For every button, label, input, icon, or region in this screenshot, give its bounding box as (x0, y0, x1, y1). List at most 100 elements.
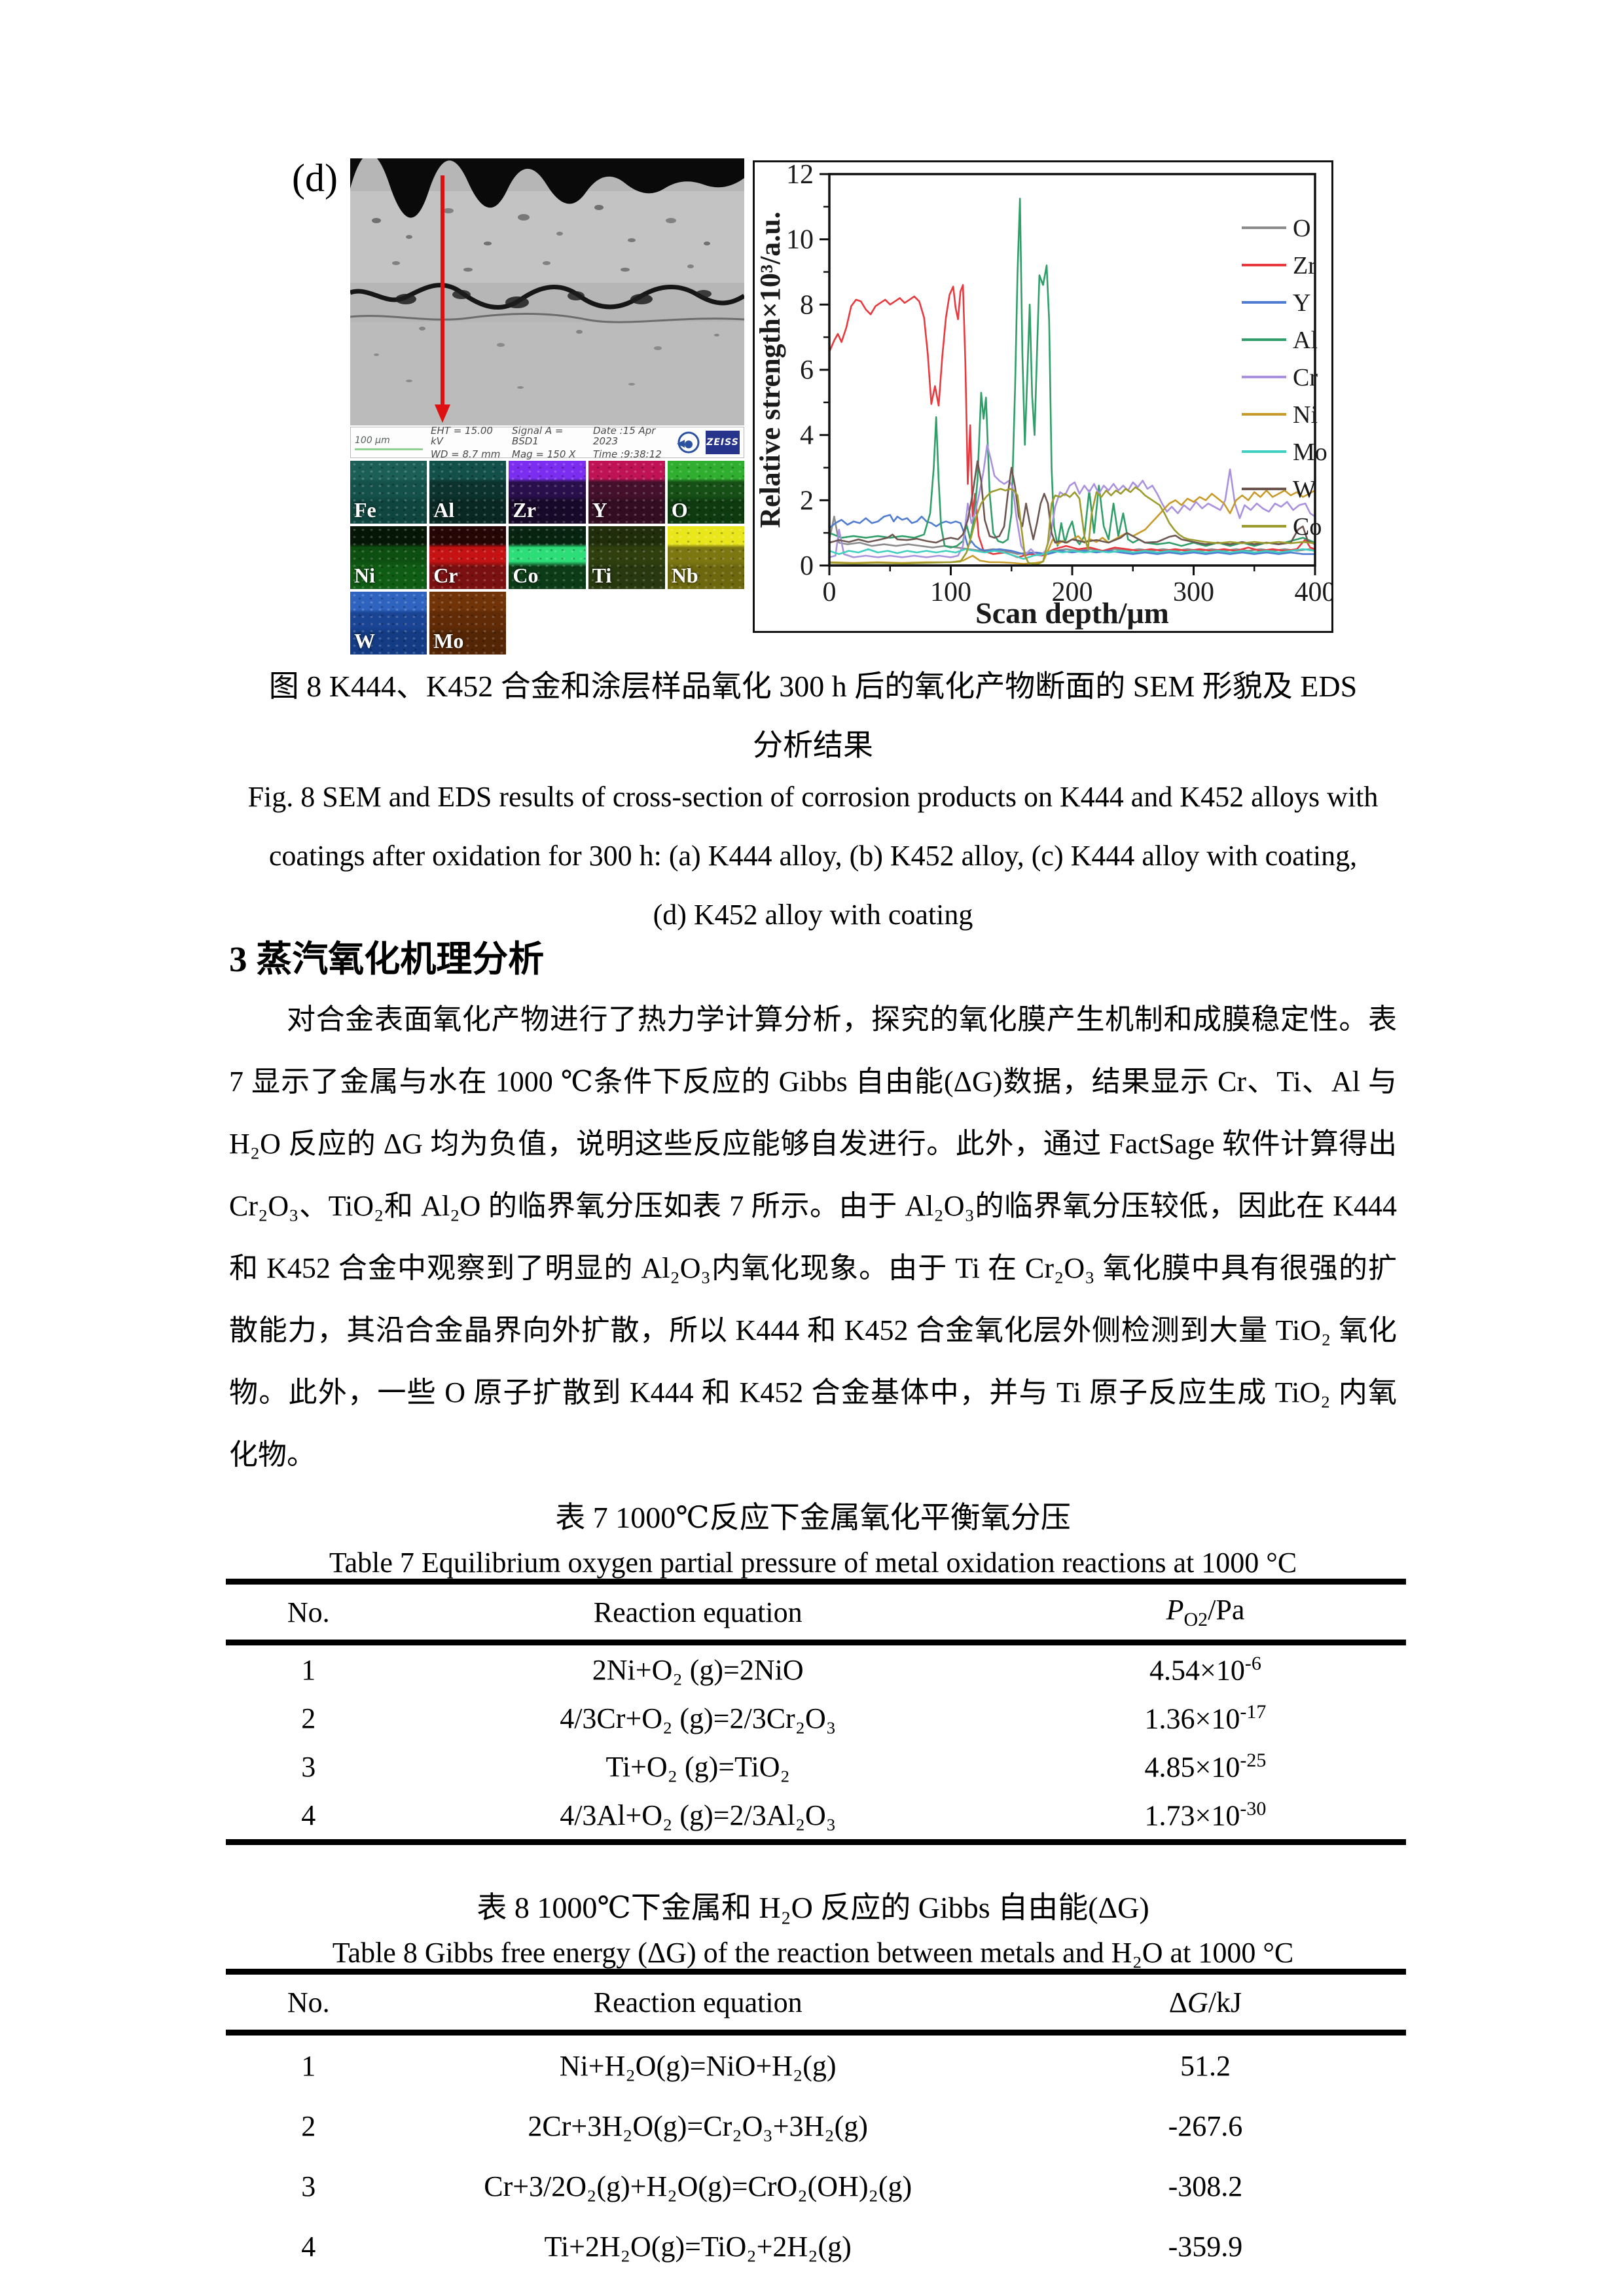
x-tick-label: 400 (1295, 577, 1332, 607)
eds-map-cr: Cr (429, 526, 507, 589)
svg-text:Mo: Mo (1293, 439, 1327, 466)
figure-caption-zh-line1: 图 8 K444、K452 合金和涂层样品氧化 300 h 后的氧化产物断面的 … (268, 670, 1358, 703)
x-tick-label: 100 (930, 577, 971, 607)
eds-line-chart: 0 100 200 300 400 0 2 4 6 8 10 12 O Zr Y Al Cr Ni Mo W Co Sca… (753, 160, 1333, 633)
zeiss-logo: ZEISS (706, 431, 740, 454)
x-tick-label: 0 (823, 577, 837, 607)
eds-map-label: W (354, 629, 375, 653)
y-tick-label: 8 (800, 290, 814, 320)
svg-text:Cr: Cr (1293, 364, 1318, 391)
eds-map-label: Nb (671, 564, 698, 587)
sem-info-col-3: Date :15 Apr 2023 Time :9:38:12 (593, 425, 669, 460)
sem-info-bar: 100 μm EHT = 15.00 kV WD = 8.7 mm Signal… (350, 425, 744, 460)
legend-item-Co: Co (1242, 513, 1322, 541)
x-axis-title: Scan depth/μm (975, 596, 1169, 630)
table-row: 4 4/3Al+O₂ (g)=2/3Al₂O₃ 1.73×10-30 (301, 1797, 1267, 1832)
legend-item-Ni: Ni (1242, 401, 1318, 429)
table8-header-no: No. (287, 1986, 330, 2018)
y-tick-label: 0 (800, 551, 814, 581)
eds-map-label: Fe (354, 498, 376, 522)
legend-item-Y: Y (1242, 289, 1310, 317)
table-row: 5 2Al+3H₂O(g)=Al₂O₃+3H₂(g) -739.0 (226, 2276, 1406, 2296)
section-heading: 3 蒸汽氧化机理分析 (229, 939, 545, 979)
paragraph-line: 和 K452 合金中观察到了明显的 Al₂O₃内氧化现象。由于 Ti 在 Cr₂… (229, 1252, 1397, 1284)
paragraph-line: 物。此外，一些 O 原子扩散到 K444 和 K452 合金基体中，并与 Ti … (229, 1376, 1397, 1408)
series-line-Y (828, 514, 1316, 555)
table-row: 1 Ni+H₂O(g)=NiO+H₂(g) 51.2 (301, 2049, 1231, 2082)
eds-map-o: O (667, 461, 744, 524)
y-tick-label: 6 (800, 355, 814, 386)
svg-text:Co: Co (1293, 513, 1322, 541)
scan-line-arrow (435, 175, 450, 423)
eds-map-label: Cr (433, 564, 458, 587)
figure-caption-zh-line2: 分析结果 (753, 728, 873, 762)
eds-line-chart-svg: 0 100 200 300 400 0 2 4 6 8 10 12 O Zr Y Al Cr Ni Mo W Co Sca… (755, 162, 1332, 630)
eds-map-zr: Zr (509, 461, 586, 524)
x-tick-label: 200 (1052, 577, 1093, 607)
paragraph-line: 对合金表面氧化产物进行了热力学计算分析，探究的氧化膜产生机制和成膜稳定性。表 (287, 1003, 1397, 1035)
svg-text:Ni: Ni (1293, 401, 1318, 429)
table7-header-po2: PO2/Pa (1166, 1594, 1245, 1630)
y-tick-label: 10 (786, 225, 814, 255)
y-tick-label: 4 (800, 421, 814, 451)
table8-header-equation: Reaction equation (593, 1986, 803, 2018)
eds-map-nb: Nb (667, 526, 744, 589)
y-tick-label: 12 (786, 162, 814, 190)
table-row: 3 Cr+3/2O₂(g)+H₂O(g)=CrO₂(OH)₂(g) -308.2 (301, 2170, 1243, 2202)
legend-item-Cr: Cr (1242, 364, 1318, 391)
eds-map-y: Y (588, 461, 665, 524)
table8-caption-en: Table 8 Gibbs free energy (ΔG) of the re… (332, 1937, 1294, 1969)
y-tick-label: 2 (800, 486, 814, 516)
eds-map-label: Ni (354, 564, 375, 587)
sem-wd: WD = 8.7 mm (431, 448, 501, 460)
eds-map-mo: Mo (429, 592, 507, 655)
eds-map-label: Co (513, 564, 539, 587)
svg-text:Y: Y (1293, 289, 1310, 317)
legend-item-Zr: Zr (1242, 252, 1316, 279)
series-line-Al (828, 198, 1316, 548)
figure-caption-en-line1: Fig. 8 SEM and EDS results of cross-sect… (247, 781, 1379, 813)
table-row: 1 2Ni+O₂ (g)=2NiO 4.54×10-6 (301, 1652, 1261, 1687)
eds-map-label: Mo (433, 629, 464, 653)
sem-info-col-1: EHT = 15.00 kV WD = 8.7 mm (431, 425, 507, 460)
table7: No. Reaction equation PO2/Pa 1 2Ni+O₂ (g… (226, 1579, 1406, 1845)
eds-map-label: O (671, 498, 688, 522)
paragraph-line: 化物。 (229, 1439, 316, 1471)
eds-map-ti: Ti (588, 526, 665, 589)
svg-text:Zr: Zr (1293, 252, 1316, 279)
sem-micrograph (350, 158, 744, 425)
table7-header-no: No. (287, 1596, 330, 1628)
figure-caption-en-line3: (d) K452 alloy with coating (653, 899, 973, 931)
sem-info-col-2: Signal A = BSD1 Mag = 150 X (512, 425, 588, 460)
table-row: 2 4/3Cr+O₂ (g)=2/3Cr₂O₃ 1.36×10-17 (301, 1700, 1267, 1735)
legend-item-W: W (1242, 476, 1316, 503)
table-row: 2 2Cr+3H₂O(g)=Cr₂O₃+3H₂(g) -267.6 (301, 2109, 1243, 2142)
y-axis-title: Relative strength×10³/a.u. (755, 211, 786, 528)
table8-caption-zh: 表 8 1000℃下金属和 H₂O 反应的 Gibbs 自由能(ΔG) (477, 1891, 1149, 1924)
eds-map-co: Co (509, 526, 586, 589)
scale-bar-label: 100 μm (355, 435, 390, 446)
series-line-O (828, 515, 1316, 555)
table8-header-dg: ΔG/kJ (1168, 1986, 1242, 2018)
sem-texture (350, 158, 744, 425)
series-line-Mo (828, 548, 1316, 560)
table7-header-equation: Reaction equation (593, 1596, 803, 1628)
table8: No. Reaction equation ΔG/kJ 1 Ni+H₂O(g)=… (226, 1969, 1406, 2296)
svg-text:W: W (1293, 476, 1316, 503)
svg-text:O: O (1293, 215, 1310, 242)
table-row: 4 Ti+2H₂O(g)=TiO₂+2H₂(g) -359.9 (301, 2230, 1243, 2263)
paragraph-line: 散能力，其沿合金晶界向外扩散，所以 K444 和 K452 合金氧化层外侧检测到… (229, 1314, 1397, 1346)
eds-map-ni: Ni (350, 526, 427, 589)
series-line-Zr (828, 284, 1316, 558)
table7-header-row: No. Reaction equation PO2/Pa (226, 1585, 1406, 1645)
eds-map-label: Al (433, 498, 455, 522)
eds-map-al: Al (429, 461, 507, 524)
eds-map-w: W (350, 592, 427, 655)
paragraph-line: 7 显示了金属与水在 1000 ℃条件下反应的 Gibbs 自由能(ΔG)数据，… (229, 1066, 1397, 1098)
table7-caption-en: Table 7 Equilibrium oxygen partial press… (329, 1547, 1297, 1579)
series-line-Co (828, 486, 1316, 565)
paragraph-line: Cr₂O₃、TiO₂和 Al₂O 的临界氧分压如表 7 所示。由于 Al₂O₃的… (229, 1190, 1397, 1222)
eds-map-grid: Fe Al Zr Y O Ni Cr Co Ti Nb W Mo (350, 461, 744, 655)
table-row: 3 Ti+O₂ (g)=TiO₂ 4.85×10-25 (301, 1749, 1267, 1784)
x-tick-label: 300 (1173, 577, 1214, 607)
